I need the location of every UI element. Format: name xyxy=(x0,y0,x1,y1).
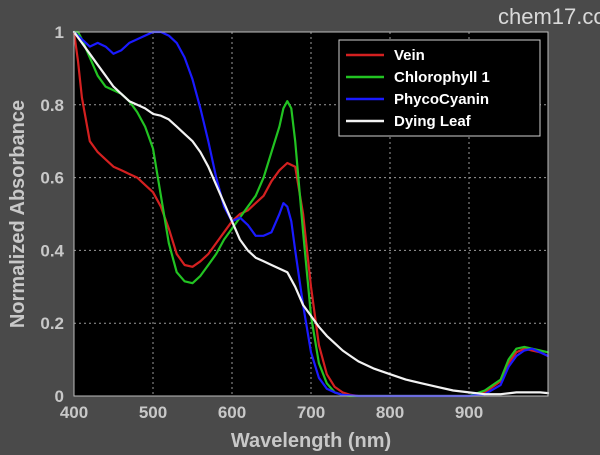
x-tick-label: 600 xyxy=(218,403,246,422)
x-tick-label: 700 xyxy=(297,403,325,422)
x-tick-label: 900 xyxy=(455,403,483,422)
x-tick-label: 800 xyxy=(376,403,404,422)
legend-label: Vein xyxy=(394,47,425,64)
legend-label: Dying Leaf xyxy=(394,113,472,130)
legend: Vein Chlorophyll 1 PhycoCyanin Dying Leaf xyxy=(338,39,541,137)
y-tick-label: 1 xyxy=(55,23,64,42)
y-tick-label: 0.6 xyxy=(40,169,64,188)
y-tick-label: 0.2 xyxy=(40,314,64,333)
x-tick-label: 400 xyxy=(60,403,88,422)
y-axis-label: Normalized Absorbance xyxy=(7,100,29,328)
legend-label: Chlorophyll 1 xyxy=(394,69,490,86)
y-tick-label: 0 xyxy=(55,387,64,406)
y-tick-label: 0.8 xyxy=(40,96,64,115)
x-tick-label: 500 xyxy=(139,403,167,422)
axis-ticks: 400 500 600 700 800 900 0 0.2 0.4 0.6 0.8 1 xyxy=(40,23,483,422)
y-tick-label: 0.4 xyxy=(40,241,64,260)
x-axis-label: Wavelength (nm) xyxy=(231,430,391,452)
plot-frame xyxy=(73,31,549,397)
watermark-text: chem17.com xyxy=(498,4,600,29)
legend-label: PhycoCyanin xyxy=(394,91,489,108)
series-line-dying-leaf xyxy=(72,30,550,396)
